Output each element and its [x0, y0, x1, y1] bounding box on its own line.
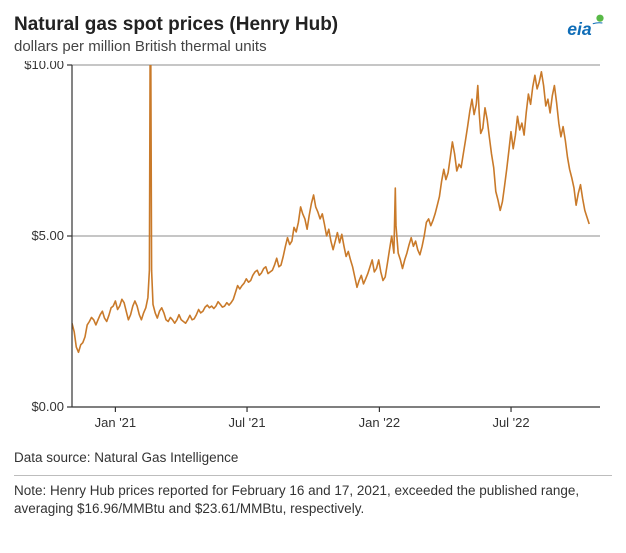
footer-divider [14, 475, 612, 476]
svg-text:eia: eia [567, 19, 592, 39]
chart-container: Natural gas spot prices (Henry Hub) doll… [0, 0, 626, 553]
svg-text:Jan '21: Jan '21 [95, 415, 137, 430]
header: Natural gas spot prices (Henry Hub) doll… [14, 14, 612, 55]
line-chart: $0.00 $5.00 $10.00 Jan '21 Jul '21 Jan '22 Jul… [14, 61, 612, 441]
svg-text:Jan '22: Jan '22 [359, 415, 401, 430]
chart-title: Natural gas spot prices (Henry Hub) [14, 14, 612, 36]
svg-text:$10.00: $10.00 [24, 61, 64, 72]
svg-text:Jul '22: Jul '22 [492, 415, 529, 430]
svg-text:$5.00: $5.00 [31, 228, 64, 243]
chart-subtitle: dollars per million British thermal unit… [14, 38, 612, 55]
svg-text:$0.00: $0.00 [31, 399, 64, 414]
svg-text:Jul '21: Jul '21 [228, 415, 265, 430]
chart-note: Note: Henry Hub prices reported for Febr… [14, 482, 612, 518]
chart-svg: $0.00 $5.00 $10.00 Jan '21 Jul '21 Jan '22 Jul… [14, 61, 612, 441]
data-source-text: Data source: Natural Gas Intelligence [14, 449, 612, 467]
eia-logo-icon: eia [564, 12, 612, 42]
